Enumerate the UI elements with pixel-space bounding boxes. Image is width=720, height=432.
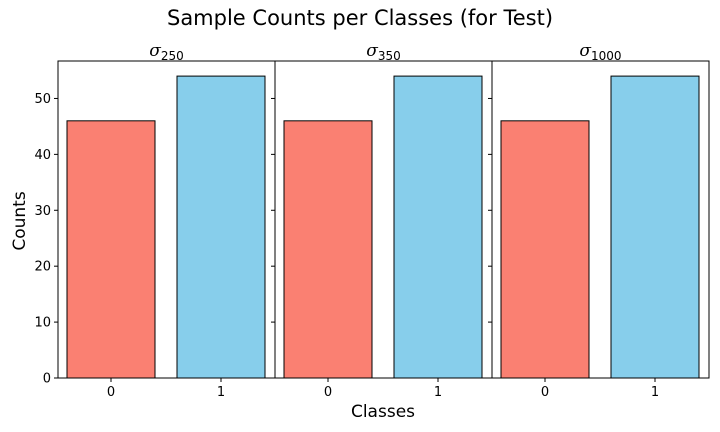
y-tick-label: 20 [34, 260, 51, 275]
bar-1-class-0 [283, 120, 373, 379]
x-tick-label: 0 [324, 385, 332, 400]
bar-0-class-0 [66, 120, 156, 379]
subplot-2: 0 1 σ1000 [488, 41, 710, 400]
subplot-1: 0 1 σ350 [271, 41, 493, 400]
bar-1-class-1 [393, 75, 483, 379]
x-tick-label: 0 [107, 385, 115, 400]
x-axis-label: Classes [351, 402, 415, 422]
x-tick-label: 0 [541, 385, 549, 400]
y-axis-label: Counts [10, 191, 30, 250]
x-tick-label: 1 [217, 385, 225, 400]
y-tick-label: 0 [43, 372, 51, 387]
y-tick-label: 50 [34, 92, 51, 107]
bar-2-class-0 [500, 120, 590, 379]
y-tick-label: 30 [34, 204, 51, 219]
y-tick-label: 40 [34, 148, 51, 163]
bar-0-class-1 [176, 75, 266, 379]
subplot-title: σ1000 [579, 41, 621, 63]
x-tick-label: 1 [434, 385, 442, 400]
bar-2-class-1 [610, 75, 700, 379]
subplot-title: σ250 [149, 41, 184, 63]
chart-title: Sample Counts per Classes (for Test) [167, 6, 553, 30]
x-tick-label: 1 [651, 385, 659, 400]
subplot-frame [491, 60, 710, 379]
subplot-title: σ350 [366, 41, 401, 63]
y-tick-label: 10 [34, 316, 51, 331]
